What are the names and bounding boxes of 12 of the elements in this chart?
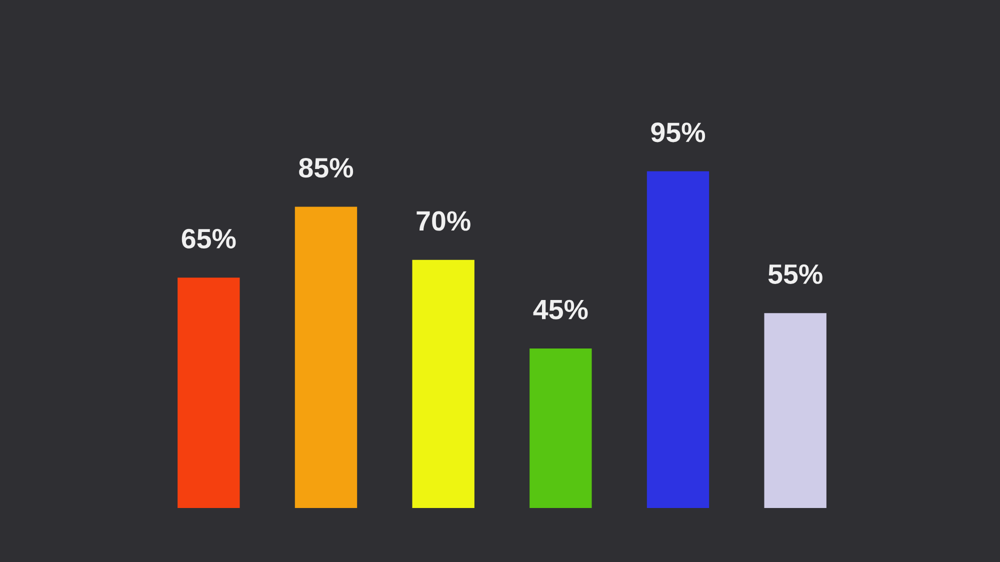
data-label: 85% xyxy=(299,158,354,178)
data-label: 70% xyxy=(416,211,470,231)
bar xyxy=(764,313,826,508)
data-label: 55% xyxy=(768,264,822,284)
bar xyxy=(294,206,358,508)
bar xyxy=(646,171,710,508)
data-label: 65% xyxy=(182,228,236,249)
data-label: 95% xyxy=(651,122,706,142)
data-label: 45% xyxy=(533,300,588,320)
bar xyxy=(178,278,240,508)
bar xyxy=(412,260,474,508)
bar xyxy=(530,348,592,508)
